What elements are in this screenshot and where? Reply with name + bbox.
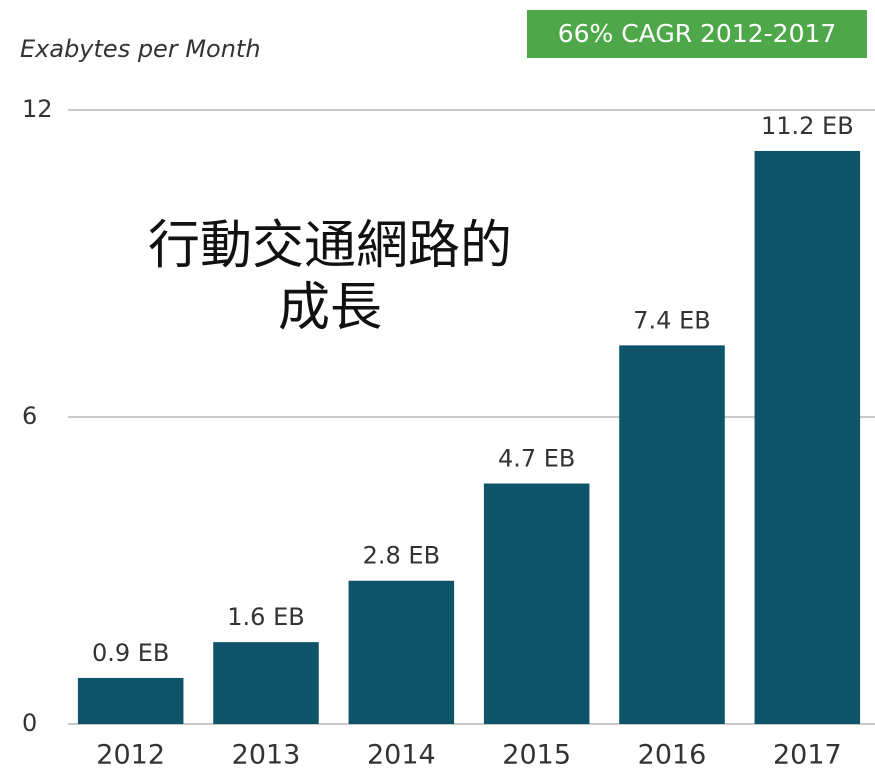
x-tick-label: 2013 <box>232 740 301 771</box>
value-label: 4.7 EB <box>498 445 575 473</box>
value-label: 2.8 EB <box>363 542 440 570</box>
bar <box>619 345 725 724</box>
y-axis-label: Exabytes per Month <box>20 35 261 63</box>
chart-title: 行動交通網路的成長 <box>147 216 512 338</box>
x-tick-label: 2014 <box>367 740 436 771</box>
value-label: 7.4 EB <box>633 306 710 334</box>
bar <box>348 580 455 724</box>
y-tick-label: 12 <box>22 95 53 123</box>
x-tick-label: 2017 <box>773 740 842 771</box>
x-tick-label: 2016 <box>638 740 707 771</box>
x-tick-label: 2012 <box>96 740 165 771</box>
bar <box>754 150 861 724</box>
bar <box>213 642 319 724</box>
value-label: 0.9 EB <box>92 639 169 667</box>
bar <box>483 483 590 724</box>
x-tick-label: 2015 <box>502 740 571 771</box>
bar <box>77 677 184 724</box>
value-label: 1.6 EB <box>227 603 304 631</box>
y-tick-label: 0 <box>22 709 37 737</box>
value-label: 11.2 EB <box>761 112 854 140</box>
annotation-badge <box>527 10 867 58</box>
annotation: 66% CAGR 2012-2017 <box>558 19 837 48</box>
y-tick-label: 6 <box>22 402 37 430</box>
